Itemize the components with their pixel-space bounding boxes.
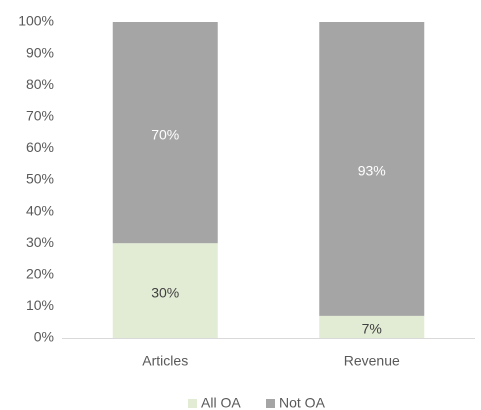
y-tick-label: 100% xyxy=(18,13,54,29)
legend-swatch xyxy=(188,399,197,408)
y-tick-label: 60% xyxy=(26,139,54,155)
y-tick-label: 80% xyxy=(26,76,54,92)
y-tick-label: 10% xyxy=(26,297,54,313)
data-label: 7% xyxy=(362,321,382,337)
y-tick-label: 40% xyxy=(26,202,54,218)
legend-swatch xyxy=(266,399,275,408)
legend-label: Not OA xyxy=(279,395,326,410)
y-tick-label: 70% xyxy=(26,108,54,124)
bar-segment xyxy=(319,315,425,338)
y-tick-label: 90% xyxy=(26,44,54,60)
data-label: 70% xyxy=(151,126,179,142)
y-tick-label: 20% xyxy=(26,266,54,282)
y-tick-label: 0% xyxy=(34,329,54,345)
x-tick-label: Articles xyxy=(142,353,188,369)
x-tick-label: Revenue xyxy=(344,353,400,369)
bar-segment xyxy=(319,22,425,316)
data-label: 30% xyxy=(151,284,179,300)
y-tick-label: 50% xyxy=(26,171,54,187)
y-tick-label: 30% xyxy=(26,234,54,250)
legend-label: All OA xyxy=(201,395,241,410)
data-label: 93% xyxy=(358,163,386,179)
bar-segment xyxy=(112,243,218,338)
bar-segment xyxy=(112,22,218,244)
